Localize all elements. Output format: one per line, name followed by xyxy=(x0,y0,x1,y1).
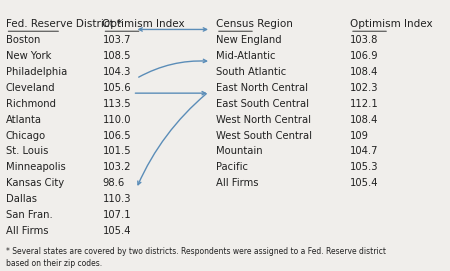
Text: Richmond: Richmond xyxy=(5,99,55,109)
Text: Chicago: Chicago xyxy=(5,131,45,141)
Text: 105.4: 105.4 xyxy=(350,178,378,188)
Text: St. Louis: St. Louis xyxy=(5,147,48,156)
Text: Fed. Reserve District *: Fed. Reserve District * xyxy=(5,19,122,29)
Text: 102.3: 102.3 xyxy=(350,83,378,93)
Text: Minneapolis: Minneapolis xyxy=(5,162,65,172)
Text: 112.1: 112.1 xyxy=(350,99,379,109)
Text: San Fran.: San Fran. xyxy=(5,210,52,220)
Text: West North Central: West North Central xyxy=(216,115,311,125)
Text: 105.6: 105.6 xyxy=(103,83,131,93)
Text: New York: New York xyxy=(5,51,51,61)
Text: 109: 109 xyxy=(350,131,369,141)
Text: Optimism Index: Optimism Index xyxy=(103,19,185,29)
Text: Dallas: Dallas xyxy=(5,194,36,204)
Text: Pacific: Pacific xyxy=(216,162,248,172)
Text: East South Central: East South Central xyxy=(216,99,309,109)
Text: 103.7: 103.7 xyxy=(103,35,131,45)
Text: 103.8: 103.8 xyxy=(350,35,378,45)
Text: Mid-Atlantic: Mid-Atlantic xyxy=(216,51,275,61)
Text: Optimism Index: Optimism Index xyxy=(350,19,432,29)
Text: Philadelphia: Philadelphia xyxy=(5,67,67,77)
Text: 108.5: 108.5 xyxy=(103,51,131,61)
Text: * Several states are covered by two districts. Respondents were assigned to a Fe: * Several states are covered by two dist… xyxy=(5,247,386,268)
Text: All Firms: All Firms xyxy=(5,226,48,236)
Text: 107.1: 107.1 xyxy=(103,210,131,220)
Text: Census Region: Census Region xyxy=(216,19,293,29)
Text: 108.4: 108.4 xyxy=(350,67,378,77)
Text: 106.5: 106.5 xyxy=(103,131,131,141)
Text: 108.4: 108.4 xyxy=(350,115,378,125)
Text: 104.7: 104.7 xyxy=(350,147,378,156)
Text: Mountain: Mountain xyxy=(216,147,262,156)
Text: 105.3: 105.3 xyxy=(350,162,378,172)
Text: 110.3: 110.3 xyxy=(103,194,131,204)
Text: 105.4: 105.4 xyxy=(103,226,131,236)
Text: 103.2: 103.2 xyxy=(103,162,131,172)
Text: East North Central: East North Central xyxy=(216,83,308,93)
Text: Atlanta: Atlanta xyxy=(5,115,41,125)
Text: 106.9: 106.9 xyxy=(350,51,378,61)
Text: 113.5: 113.5 xyxy=(103,99,131,109)
Text: South Atlantic: South Atlantic xyxy=(216,67,286,77)
Text: Boston: Boston xyxy=(5,35,40,45)
Text: Cleveland: Cleveland xyxy=(5,83,55,93)
Text: West South Central: West South Central xyxy=(216,131,312,141)
Text: 98.6: 98.6 xyxy=(103,178,125,188)
Text: 101.5: 101.5 xyxy=(103,147,131,156)
Text: Kansas City: Kansas City xyxy=(5,178,63,188)
Text: 104.3: 104.3 xyxy=(103,67,131,77)
Text: New England: New England xyxy=(216,35,282,45)
Text: All Firms: All Firms xyxy=(216,178,258,188)
Text: 110.0: 110.0 xyxy=(103,115,131,125)
